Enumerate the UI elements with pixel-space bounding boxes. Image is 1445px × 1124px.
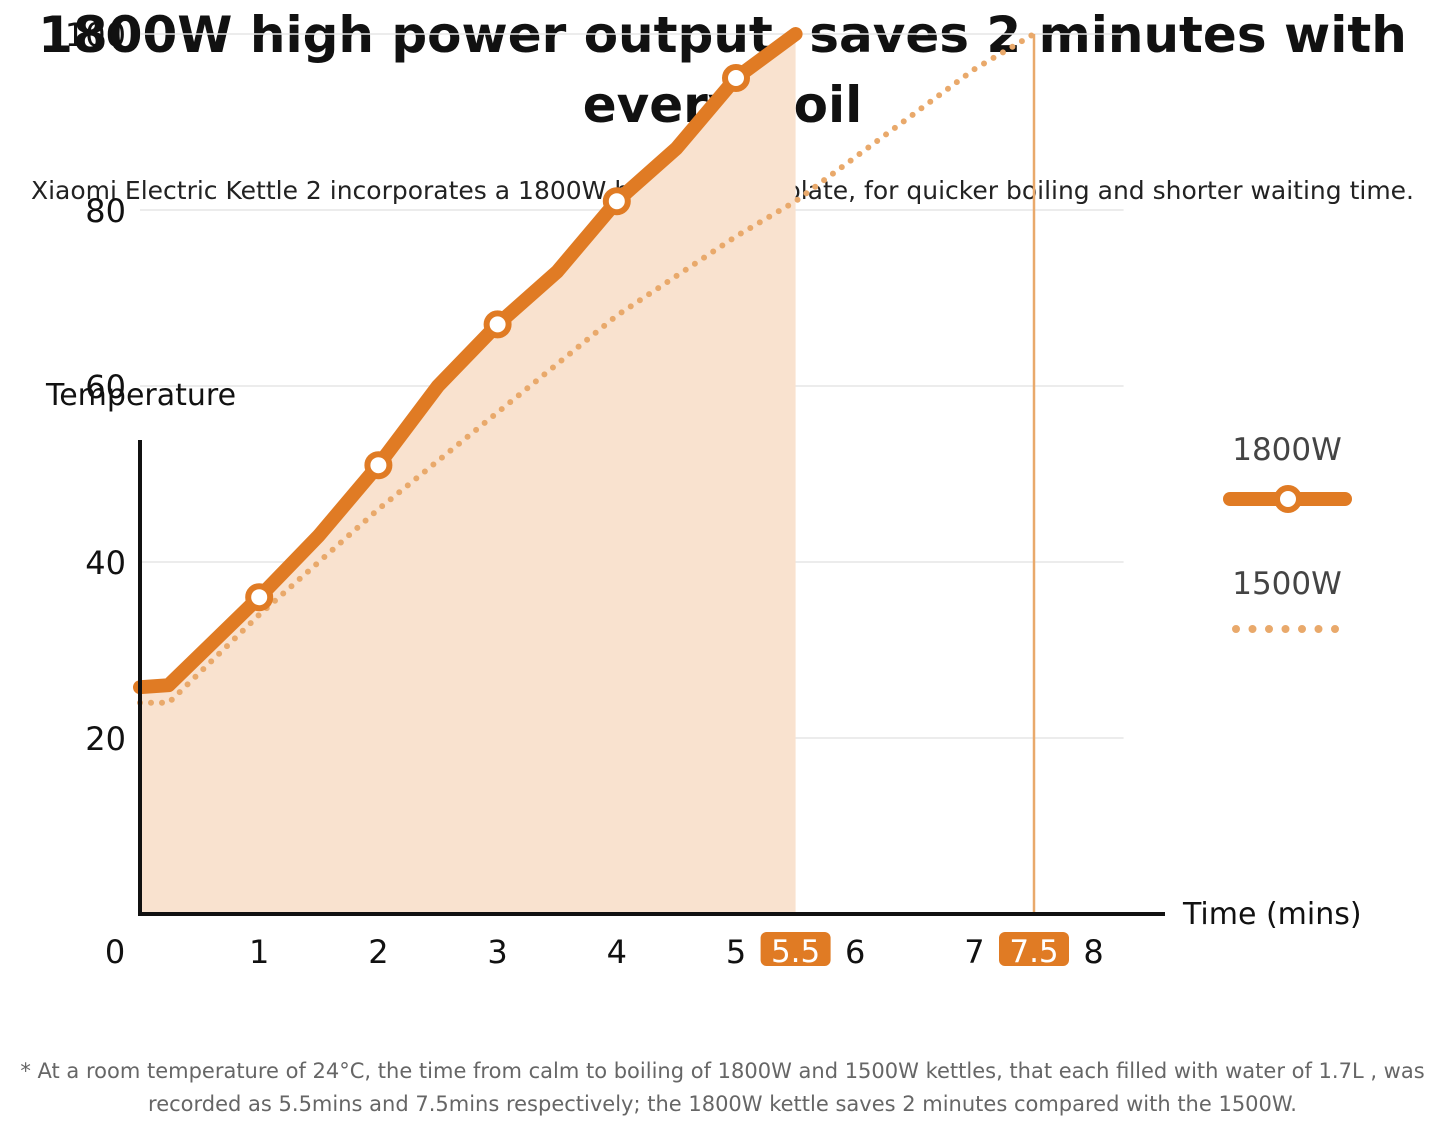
x-tick-label: 8 (1083, 933, 1103, 971)
legend-marker-1800w (1274, 485, 1302, 513)
y-tick-label: 60 (85, 368, 126, 406)
y-tick-label: 40 (85, 544, 126, 582)
x-tick-label: 6 (845, 933, 865, 971)
footnote: * At a room temperature of 24°C, the tim… (20, 1059, 1425, 1116)
series-1800w-point (483, 310, 512, 339)
y-tick-label: 100 (65, 16, 126, 54)
x-tick-label: 3 (487, 933, 507, 971)
series-1800w-point (602, 187, 631, 216)
axis-layer (138, 440, 1165, 916)
x-tick-label: 7 (964, 933, 984, 971)
highlight-badge (760, 932, 831, 966)
x-tick-label: 1 (249, 933, 269, 971)
y-tick-label: 80 (85, 192, 126, 230)
series-1800w-point (245, 583, 274, 612)
label-layer: 20 40 60 80 100 Temperature Time (mins) 0 1 2 3 4 5 6… (45, 16, 1362, 971)
legend-label-1800w: 1800W (1232, 432, 1342, 468)
area-1800w-start (140, 685, 170, 914)
series-1800w-point (722, 64, 750, 92)
x-tick-label: 0 (105, 933, 125, 971)
series-1500w-line (137, 31, 1037, 706)
series-1800w-line (133, 27, 803, 695)
area-layer (140, 34, 796, 914)
legend: 1800W 1500W (1223, 432, 1352, 633)
highlight-label: 7.5 (1009, 934, 1058, 970)
x-tick-label: 2 (368, 933, 388, 971)
series-layer (133, 27, 1037, 914)
x-tick-label: 5 (726, 933, 746, 971)
x-axis-title: Time (mins) (1182, 897, 1362, 932)
series-1800w-point (364, 451, 393, 480)
y-axis-title: Temperature (45, 378, 236, 413)
x-tick-label: 4 (607, 933, 627, 971)
y-tick-label: 20 (85, 720, 126, 758)
highlight-badge (999, 932, 1069, 966)
legend-label-1500w: 1500W (1232, 566, 1342, 602)
highlight-label: 5.5 (771, 934, 820, 970)
area-1800w (168, 34, 796, 914)
